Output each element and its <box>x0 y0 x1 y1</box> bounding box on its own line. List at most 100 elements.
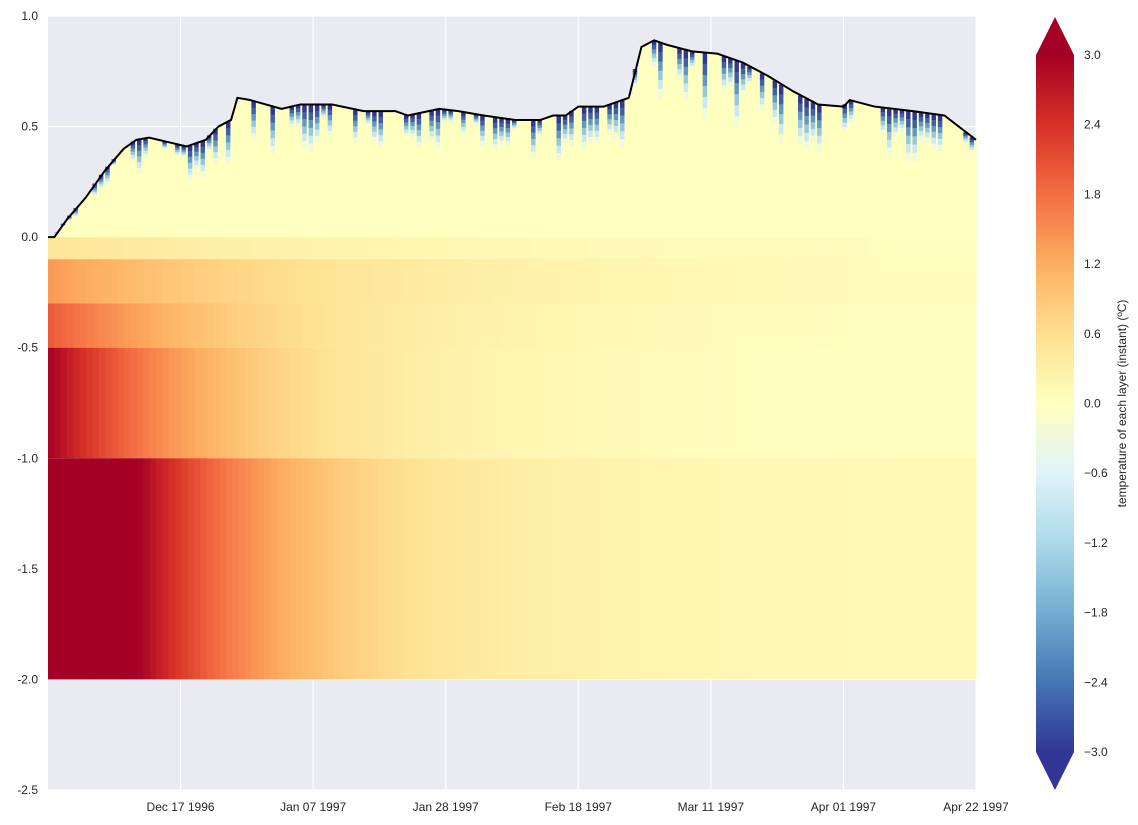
heatmap-cell <box>111 237 119 260</box>
snow-cold-cell <box>181 147 186 151</box>
heatmap-cell <box>353 237 361 260</box>
snow-cold-cell <box>804 124 809 134</box>
heatmap-cell <box>683 237 691 260</box>
heatmap-cell <box>556 237 564 260</box>
heatmap-cell <box>664 259 672 304</box>
snow-cell <box>346 108 354 238</box>
snow-cold-cell <box>499 131 504 137</box>
heatmap-cell <box>963 237 971 260</box>
heatmap-cell <box>645 259 653 304</box>
y-tick-label: -1.5 <box>17 562 38 576</box>
snow-cell <box>187 145 195 238</box>
heatmap-cell <box>778 347 786 459</box>
snow-cold-cell <box>817 128 822 137</box>
snow-cold-cell <box>810 122 816 130</box>
heatmap-cell <box>963 458 971 680</box>
heatmap-cell <box>346 237 354 260</box>
heatmap-cell <box>575 458 583 680</box>
snow-cell <box>403 115 411 238</box>
heatmap-cell <box>480 259 488 304</box>
snow-cold-cell <box>492 133 498 140</box>
snow-cold-cell <box>594 106 600 113</box>
snow-cold-cell <box>683 50 689 59</box>
snow-cold-cell <box>302 104 307 113</box>
snow-cell <box>378 111 386 238</box>
heatmap-cell <box>772 458 780 680</box>
heatmap-cell <box>512 259 519 304</box>
snow-cell <box>906 110 914 238</box>
x-tick-label: Feb 18 1997 <box>545 800 613 814</box>
snow-cell <box>340 106 348 238</box>
heatmap-cell <box>175 237 183 260</box>
snow-cold-cell <box>200 152 205 160</box>
heatmap-cell <box>798 458 805 680</box>
snow-cold-cell <box>759 79 765 86</box>
heatmap-cell <box>492 347 500 459</box>
heatmap-cell <box>136 347 144 459</box>
snow-cold-cell <box>613 119 619 127</box>
heatmap-cell <box>327 303 335 348</box>
snow-cold-cell <box>658 70 663 81</box>
snow-cold-cell <box>442 113 447 117</box>
heatmap-cell <box>416 303 424 348</box>
heatmap-cell <box>321 303 329 348</box>
heatmap-cell <box>759 259 767 304</box>
heatmap-cell <box>492 237 500 260</box>
snow-cold-cell <box>416 118 422 125</box>
snow-cold-cell <box>759 104 765 111</box>
heatmap-cell <box>969 303 977 348</box>
snow-cell <box>600 106 608 238</box>
snow-cold-cell <box>810 102 816 110</box>
heatmap-cell <box>454 347 462 459</box>
heatmap-cell <box>194 347 202 459</box>
snow-cell <box>429 110 437 238</box>
heatmap-cell <box>340 303 348 348</box>
heatmap-cell <box>696 259 704 304</box>
heatmap-cell <box>359 347 367 459</box>
heatmap-cell <box>391 303 399 348</box>
heatmap-cell <box>874 237 882 260</box>
heatmap-cell <box>175 259 183 304</box>
heatmap-cell <box>556 347 564 459</box>
snow-cold-cell <box>92 185 97 189</box>
heatmap-cell <box>836 303 844 348</box>
snow-cold-cell <box>562 138 568 144</box>
colorbar-label: temperature of each layer (instant) (ºC) <box>1115 300 1129 508</box>
heatmap-cell <box>683 303 691 348</box>
heatmap-cell <box>194 237 202 260</box>
snow-cold-cell <box>378 135 383 142</box>
snow-cold-cell <box>480 140 485 147</box>
heatmap-cell <box>766 303 774 348</box>
snow-cold-cell <box>448 120 453 123</box>
heatmap-cell <box>346 303 354 348</box>
snow-cold-cell <box>658 42 663 53</box>
heatmap-cell <box>518 259 526 304</box>
snow-cold-cell <box>842 122 847 128</box>
snow-cold-cell <box>677 58 682 65</box>
heatmap-cell <box>810 458 818 680</box>
heatmap-cell <box>340 237 348 260</box>
heatmap-cell <box>963 303 971 348</box>
heatmap-cell <box>308 458 316 680</box>
snow-cold-cell <box>429 125 434 132</box>
snow-cold-cell <box>683 91 689 101</box>
snow-cold-cell <box>187 162 193 170</box>
heatmap-cell <box>378 347 386 459</box>
snow-cold-cell <box>620 115 625 124</box>
snow-cell <box>162 141 170 238</box>
snow-cell <box>98 174 106 238</box>
heatmap-cell <box>410 347 418 459</box>
heatmap-cell <box>766 347 774 459</box>
snow-cold-cell <box>740 84 746 91</box>
heatmap-cell <box>569 303 577 348</box>
snow-cell <box>225 120 233 238</box>
snow-cold-cell <box>175 144 180 147</box>
heatmap-cell <box>620 458 628 680</box>
snow-cell <box>435 108 443 238</box>
snow-cold-cell <box>378 141 383 148</box>
heatmap-cell <box>944 458 952 680</box>
snow-cold-cell <box>613 125 619 133</box>
snow-cold-cell <box>225 128 231 136</box>
snow-cold-cell <box>270 138 275 147</box>
snow-cold-cell <box>893 109 898 115</box>
